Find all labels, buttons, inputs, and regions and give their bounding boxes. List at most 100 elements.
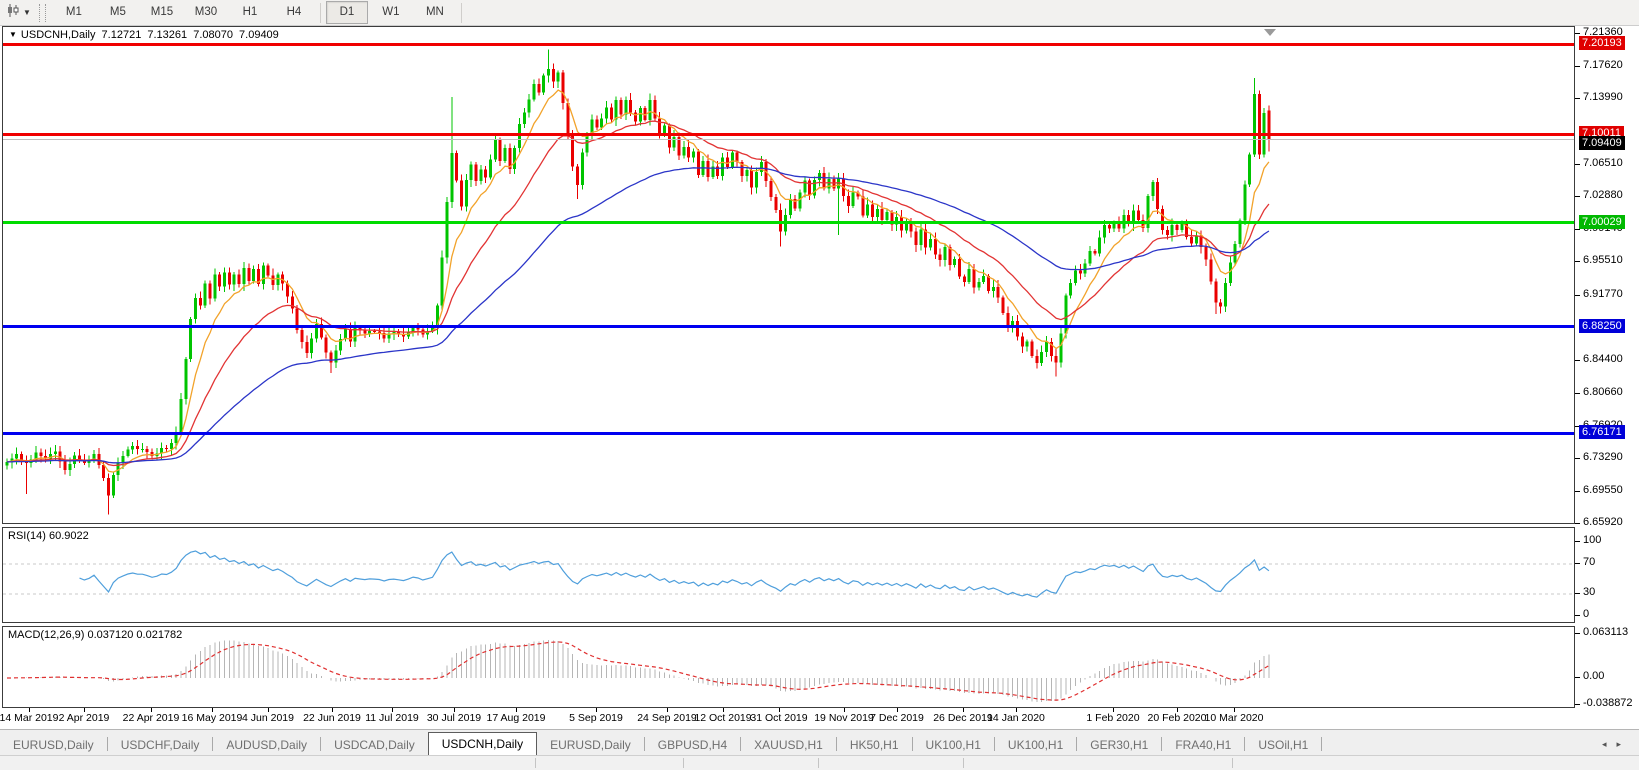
date-tick xyxy=(1177,708,1178,712)
axis-tick xyxy=(1575,563,1580,565)
price-axis-label: 7.13990 xyxy=(1583,91,1623,104)
rsi-axis-label: 30 xyxy=(1583,585,1596,598)
timeframe-button-M15[interactable]: M15 xyxy=(150,6,174,18)
symbol-tab-GER30[interactable]: GER30,H1 xyxy=(1090,738,1149,752)
symbol-tab-GBPUSD[interactable]: GBPUSD,H4 xyxy=(657,738,728,752)
date-tick xyxy=(844,708,845,712)
symbol-tab-XAUUSD[interactable]: XAUUSD,H1 xyxy=(754,738,823,752)
date-tick xyxy=(268,708,269,712)
collapse-icon[interactable]: ▼ xyxy=(9,30,17,39)
symbol-tab-USOil[interactable]: USOil,H1 xyxy=(1258,738,1309,752)
macd-axis-label: 0.00 xyxy=(1583,670,1605,682)
date-tick xyxy=(332,708,333,712)
date-label: 2 Apr 2019 xyxy=(58,712,110,724)
toolbar-grip[interactable] xyxy=(38,3,46,22)
axis-tick xyxy=(1575,359,1580,361)
symbol-tab-USDCHF[interactable]: USDCHF,Daily xyxy=(120,738,200,752)
tab-separator xyxy=(106,737,108,751)
date-tick xyxy=(454,708,455,712)
date-label: 26 Dec 2019 xyxy=(933,712,993,724)
axis-tick xyxy=(1575,523,1580,525)
date-tick xyxy=(963,708,964,712)
price-axis-label: 7.02880 xyxy=(1583,189,1623,202)
toolbar-separator xyxy=(460,2,462,23)
chart-title: ▼ USDCNH,Daily 7.12721 7.13261 7.08070 7.… xyxy=(9,29,282,41)
price-badge: 6.76171 xyxy=(1579,425,1625,440)
timeframe-button-H1[interactable]: H1 xyxy=(242,6,258,18)
axis-tick xyxy=(1575,703,1580,705)
date-label: 31 Oct 2019 xyxy=(750,712,808,724)
date-tick xyxy=(84,708,85,712)
timeframe-button-M1[interactable]: M1 xyxy=(65,6,82,18)
symbol-tab-UK100[interactable]: UK100,H1 xyxy=(925,738,981,752)
chart-tool-button[interactable]: ▼ xyxy=(2,2,35,23)
axis-tick xyxy=(1575,615,1580,616)
date-label: 12 Oct 2019 xyxy=(694,712,752,724)
price-axis-label: 6.95510 xyxy=(1583,254,1623,267)
axis-tick xyxy=(1575,32,1580,34)
axis-tick xyxy=(1575,457,1580,459)
chart-tabs-bar: EURUSD,Daily USDCHF,Daily AUDUSD,Daily USDC… xyxy=(0,729,1639,755)
date-label: 22 Apr 2019 xyxy=(122,712,180,724)
timeframe-button-D1[interactable]: D1 xyxy=(325,1,368,24)
tab-separator xyxy=(643,737,645,751)
symbol-tab-AUDUSD[interactable]: AUDUSD,Daily xyxy=(226,738,308,752)
price-axis[interactable]: 7.213607.176207.139907.065107.028806.991… xyxy=(1575,25,1639,709)
date-label: 10 Mar 2020 xyxy=(1204,712,1264,724)
symbol-tab-USDCAD[interactable]: USDCAD,Daily xyxy=(334,738,415,752)
price-badge: 7.20193 xyxy=(1579,36,1625,51)
timeframe-button-M5[interactable]: M5 xyxy=(109,6,126,18)
rsi-label: RSI(14) 60.9022 xyxy=(8,530,89,542)
rsi-pane[interactable]: RSI(14) 60.9022 xyxy=(2,527,1575,623)
tab-scroll-arrows[interactable]: ◂▸ xyxy=(1601,739,1631,749)
candlestick-tool-icon xyxy=(6,3,21,23)
ohlc-open: 7.12721 xyxy=(101,29,142,41)
toolbar: ▼ M1 M5 M15 M30 H1 H4 D1 W1 MN xyxy=(0,0,1639,26)
timeframe-button-W1[interactable]: W1 xyxy=(382,6,400,18)
date-tick xyxy=(1234,708,1235,712)
date-label: 20 Feb 2020 xyxy=(1147,712,1207,724)
date-label: 14 Mar 2019 xyxy=(0,712,59,724)
symbol-tab-USDCNH[interactable]: USDCNH,Daily xyxy=(427,732,538,755)
date-tick xyxy=(667,708,668,712)
axis-tick xyxy=(1575,66,1580,67)
tab-separator xyxy=(1321,737,1323,751)
date-label: 30 Jul 2019 xyxy=(426,712,482,724)
price-axis-label: 7.06510 xyxy=(1583,157,1623,170)
status-divider xyxy=(818,758,819,768)
tab-separator xyxy=(911,737,913,751)
timeframe-button-M30[interactable]: M30 xyxy=(194,6,218,18)
axis-tick xyxy=(1575,677,1580,678)
tab-separator xyxy=(740,737,742,751)
symbol-tab-HK50[interactable]: HK50,H1 xyxy=(849,738,899,752)
ohlc-high: 7.13261 xyxy=(147,29,188,41)
price-axis-label: 7.21360 xyxy=(1583,25,1623,38)
timeframe-button-MN[interactable]: MN xyxy=(425,6,444,18)
main-chart-pane[interactable]: ▼ USDCNH,Daily 7.12721 7.13261 7.08070 7.… xyxy=(2,26,1575,524)
symbol-tab-UK100[interactable]: UK100,H1 xyxy=(1007,738,1064,752)
price-axis-label: 6.69550 xyxy=(1583,483,1623,496)
axis-tick xyxy=(1575,98,1580,100)
tab-separator xyxy=(1076,737,1078,751)
date-tick xyxy=(1113,708,1114,712)
date-tick xyxy=(29,708,30,712)
date-tick xyxy=(723,708,724,712)
date-axis[interactable]: 14 Mar 2019 2 Apr 2019 22 Apr 2019 16 May 2… xyxy=(0,708,1575,728)
macd-pane[interactable]: MACD(12,26,9) 0.037120 0.021782 xyxy=(2,626,1575,708)
price-badge: 6.88250 xyxy=(1579,318,1625,333)
symbol-tab-EURUSD[interactable]: EURUSD,Daily xyxy=(550,738,631,752)
price-axis-label: 6.80660 xyxy=(1583,385,1623,398)
symbol-tab-EURUSD[interactable]: EURUSD,Daily xyxy=(13,738,94,752)
symbol-tab-FRA40[interactable]: FRA40,H1 xyxy=(1175,738,1232,752)
rsi-axis-label: 70 xyxy=(1583,556,1596,569)
date-label: 19 Nov 2019 xyxy=(814,712,874,724)
macd-axis-label: -0.038872 xyxy=(1583,696,1633,709)
date-label: 14 Jan 2020 xyxy=(987,712,1045,724)
status-divider xyxy=(683,758,684,768)
tab-separator xyxy=(993,737,995,751)
macd-axis-label: 0.063113 xyxy=(1583,626,1629,639)
axis-tick xyxy=(1575,633,1580,635)
timeframe-button-group: M1 M5 M15 M30 H1 H4 D1 W1 MN xyxy=(52,0,466,25)
macd-label: MACD(12,26,9) 0.037120 0.021782 xyxy=(8,629,183,641)
timeframe-button-H4[interactable]: H4 xyxy=(286,6,302,18)
